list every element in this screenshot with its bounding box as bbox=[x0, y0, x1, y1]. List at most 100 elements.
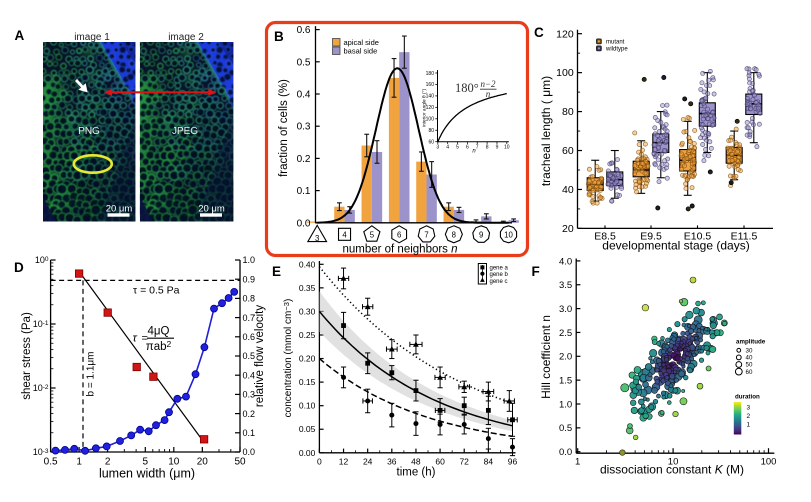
svg-text:20: 20 bbox=[562, 223, 574, 235]
svg-text:10-3: 10-3 bbox=[33, 447, 49, 457]
svg-text:20: 20 bbox=[197, 456, 209, 467]
svg-text:τ: τ bbox=[133, 333, 138, 345]
svg-text:100: 100 bbox=[35, 255, 49, 265]
svg-text:lumen width (μm): lumen width (μm) bbox=[99, 467, 195, 481]
svg-text:10-2: 10-2 bbox=[33, 383, 49, 393]
svg-text:0.3: 0.3 bbox=[243, 390, 256, 400]
svg-text:60: 60 bbox=[435, 457, 445, 467]
svg-text:τ = 0.5 Pa: τ = 0.5 Pa bbox=[133, 285, 180, 297]
svg-text:Hill coefficient n: Hill coefficient n bbox=[539, 315, 553, 399]
svg-text:0.0: 0.0 bbox=[559, 447, 572, 458]
svg-text:n: n bbox=[486, 89, 491, 99]
svg-text:40: 40 bbox=[746, 355, 753, 362]
svg-text:24: 24 bbox=[363, 457, 373, 467]
svg-text:2: 2 bbox=[747, 413, 751, 420]
svg-text:image 2: image 2 bbox=[168, 32, 204, 43]
svg-text:0.6: 0.6 bbox=[297, 25, 311, 36]
svg-text:9: 9 bbox=[496, 145, 499, 151]
svg-text:96: 96 bbox=[508, 457, 518, 467]
svg-text:fraction of cells (%): fraction of cells (%) bbox=[278, 79, 290, 177]
svg-text:6: 6 bbox=[397, 230, 401, 239]
svg-text:10: 10 bbox=[168, 456, 180, 467]
svg-text:b = 1.1μm: b = 1.1μm bbox=[86, 352, 97, 397]
svg-text:F: F bbox=[532, 264, 540, 279]
svg-text:80: 80 bbox=[562, 106, 574, 118]
svg-text:4: 4 bbox=[446, 145, 449, 151]
svg-text:20 μm: 20 μm bbox=[198, 204, 225, 215]
svg-text:interior angle θ (°): interior angle θ (°) bbox=[422, 89, 428, 128]
svg-text:8: 8 bbox=[486, 145, 489, 151]
svg-text:A: A bbox=[15, 28, 25, 43]
svg-text:60: 60 bbox=[746, 369, 753, 376]
svg-text:πab2: πab2 bbox=[146, 339, 172, 353]
svg-text:gene b: gene b bbox=[490, 272, 509, 278]
svg-text:D: D bbox=[14, 260, 24, 275]
svg-text:0.5: 0.5 bbox=[297, 57, 311, 68]
svg-text:180°: 180° bbox=[455, 81, 479, 95]
svg-text:0.6: 0.6 bbox=[243, 332, 256, 342]
svg-text:E11.5: E11.5 bbox=[731, 230, 758, 242]
svg-text:0.8: 0.8 bbox=[243, 294, 256, 304]
svg-text:0.40: 0.40 bbox=[299, 259, 316, 269]
svg-text:20 μm: 20 μm bbox=[106, 204, 133, 215]
svg-text:50: 50 bbox=[746, 362, 753, 369]
svg-text:4.0: 4.0 bbox=[559, 256, 572, 267]
svg-text:image 1: image 1 bbox=[74, 32, 110, 43]
svg-text:3: 3 bbox=[747, 405, 751, 412]
svg-text:2.0: 2.0 bbox=[559, 352, 572, 363]
svg-text:0.2: 0.2 bbox=[243, 409, 256, 419]
svg-text:number of neighbors n: number of neighbors n bbox=[342, 244, 457, 256]
svg-text:0.4: 0.4 bbox=[297, 90, 311, 101]
svg-text:50: 50 bbox=[234, 456, 246, 467]
svg-text:3: 3 bbox=[315, 234, 319, 243]
svg-text:0.10: 0.10 bbox=[299, 401, 316, 411]
svg-text:0.35: 0.35 bbox=[299, 283, 316, 293]
svg-text:40: 40 bbox=[562, 184, 574, 196]
svg-text:0.5: 0.5 bbox=[559, 423, 572, 434]
svg-text:2: 2 bbox=[105, 456, 111, 467]
svg-text:shear stress (Pa): shear stress (Pa) bbox=[21, 312, 33, 400]
svg-text:84: 84 bbox=[484, 457, 494, 467]
svg-text:tracheal length ( μm): tracheal length ( μm) bbox=[539, 76, 553, 186]
svg-text:5: 5 bbox=[370, 230, 375, 239]
svg-text:10: 10 bbox=[668, 457, 679, 468]
svg-text:0.7: 0.7 bbox=[243, 313, 256, 323]
svg-text:n−2: n−2 bbox=[480, 79, 496, 89]
svg-text:E: E bbox=[272, 264, 281, 279]
svg-text:mutant: mutant bbox=[606, 40, 625, 46]
svg-text:1.5: 1.5 bbox=[559, 376, 572, 387]
svg-text:4μQ: 4μQ bbox=[148, 326, 170, 338]
svg-text:100: 100 bbox=[761, 457, 777, 468]
svg-text:0.0: 0.0 bbox=[297, 218, 311, 229]
svg-text:100: 100 bbox=[556, 67, 574, 79]
svg-text:dissociation constant K (M): dissociation constant K (M) bbox=[600, 463, 744, 477]
svg-text:1.0: 1.0 bbox=[243, 255, 256, 265]
svg-text:concentration (mmol cm−3): concentration (mmol cm−3) bbox=[282, 299, 294, 418]
svg-text:3.5: 3.5 bbox=[559, 280, 572, 291]
svg-text:B: B bbox=[274, 29, 284, 44]
svg-text:E10.5: E10.5 bbox=[684, 230, 712, 242]
svg-text:160: 160 bbox=[426, 82, 435, 88]
svg-text:30: 30 bbox=[746, 348, 753, 355]
svg-text:0.3: 0.3 bbox=[297, 122, 311, 133]
svg-text:0.20: 0.20 bbox=[299, 354, 316, 364]
svg-text:gene c: gene c bbox=[490, 279, 508, 285]
svg-text:time (h): time (h) bbox=[397, 467, 436, 479]
svg-text:7: 7 bbox=[476, 145, 479, 151]
svg-text:0.0: 0.0 bbox=[243, 447, 256, 457]
svg-text:9: 9 bbox=[479, 230, 483, 239]
svg-text:0.2: 0.2 bbox=[297, 154, 311, 165]
svg-text:3: 3 bbox=[436, 145, 439, 151]
svg-text:duration: duration bbox=[735, 394, 760, 401]
svg-text:0.30: 0.30 bbox=[299, 306, 316, 316]
svg-text:0.4: 0.4 bbox=[243, 370, 256, 380]
svg-text:2.5: 2.5 bbox=[559, 328, 572, 339]
svg-text:6: 6 bbox=[466, 145, 469, 151]
svg-text:120: 120 bbox=[556, 28, 574, 40]
svg-text:C: C bbox=[534, 25, 544, 40]
svg-text:relative flow velocity: relative flow velocity bbox=[254, 305, 266, 408]
svg-text:10-1: 10-1 bbox=[33, 319, 49, 329]
svg-text:180: 180 bbox=[426, 71, 435, 77]
svg-text:36: 36 bbox=[387, 457, 397, 467]
svg-text:1: 1 bbox=[76, 456, 82, 467]
